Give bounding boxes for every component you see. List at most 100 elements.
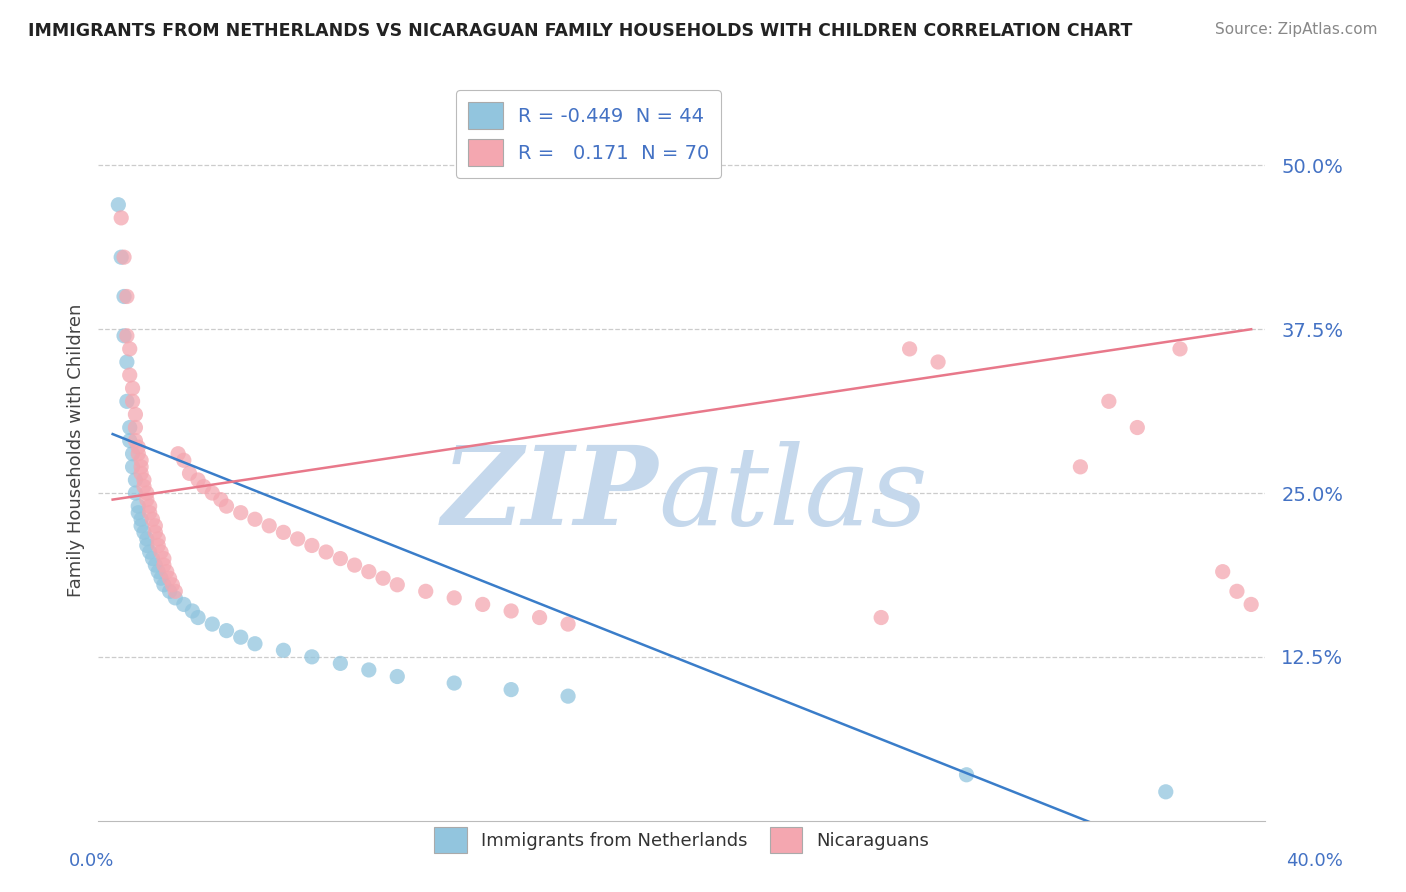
Text: ZIP: ZIP (441, 442, 658, 549)
Point (141, 512, 163, 526)
Point (165, 584, 187, 599)
Point (187, 473, 209, 487)
Point (201, 617, 224, 632)
Point (1154, 785, 1177, 799)
Point (118, 368, 141, 383)
Point (273, 525, 295, 540)
Point (121, 459, 143, 474)
Point (187, 610, 209, 624)
Point (181, 604, 204, 618)
Point (243, 512, 266, 526)
Point (229, 506, 252, 520)
Point (115, 289, 138, 303)
Point (1240, 598, 1263, 612)
Point (150, 571, 173, 585)
Point (173, 453, 195, 467)
Point (557, 617, 579, 632)
Point (112, 250, 135, 264)
Point (138, 545, 160, 559)
Point (129, 518, 152, 533)
Point (153, 578, 176, 592)
Point (148, 539, 170, 553)
Point (1168, 342, 1191, 356)
Point (150, 545, 173, 559)
Point (112, 328, 135, 343)
Text: 0.0%: 0.0% (69, 852, 114, 870)
Point (132, 479, 155, 493)
Point (501, 604, 523, 618)
Point (124, 473, 146, 487)
Point (112, 289, 135, 303)
Point (243, 637, 266, 651)
Point (135, 486, 157, 500)
Point (121, 447, 143, 461)
Point (273, 643, 295, 657)
Text: atlas: atlas (658, 442, 928, 549)
Point (132, 525, 155, 540)
Point (138, 499, 160, 513)
Point (118, 420, 141, 434)
Point (329, 551, 352, 566)
Point (215, 624, 238, 638)
Point (179, 467, 201, 481)
Point (138, 506, 160, 520)
Point (357, 565, 380, 579)
Point (118, 342, 141, 356)
Point (121, 394, 143, 409)
Point (143, 525, 166, 540)
Point (148, 565, 170, 579)
Point (301, 649, 323, 664)
Point (107, 198, 129, 212)
Point (870, 610, 893, 624)
Point (110, 211, 132, 225)
Point (129, 453, 152, 467)
Point (135, 492, 157, 507)
Point (301, 539, 323, 553)
Point (209, 492, 232, 507)
Point (129, 459, 152, 474)
Point (955, 768, 977, 782)
Point (156, 565, 179, 579)
Point (132, 473, 155, 487)
Point (165, 591, 187, 605)
Point (115, 394, 138, 409)
Point (387, 578, 409, 592)
Point (927, 355, 949, 369)
Point (124, 486, 146, 500)
Point (127, 499, 149, 513)
Point (529, 610, 551, 624)
Point (167, 447, 190, 461)
Point (315, 545, 337, 559)
Text: Source: ZipAtlas.com: Source: ZipAtlas.com (1215, 22, 1378, 37)
Point (229, 630, 252, 644)
Point (121, 381, 143, 395)
Point (193, 479, 215, 493)
Point (118, 434, 141, 448)
Y-axis label: Family Households with Children: Family Households with Children (66, 304, 84, 597)
Point (143, 558, 166, 573)
Point (471, 598, 494, 612)
Point (135, 539, 157, 553)
Point (159, 571, 181, 585)
Point (141, 551, 163, 566)
Point (415, 584, 437, 599)
Point (343, 558, 366, 573)
Point (127, 506, 149, 520)
Point (124, 408, 146, 422)
Point (135, 532, 157, 546)
Point (898, 342, 921, 356)
Point (201, 486, 224, 500)
Point (357, 663, 380, 677)
Point (153, 551, 176, 566)
Point (129, 512, 152, 526)
Point (124, 420, 146, 434)
Point (115, 328, 138, 343)
Point (159, 584, 181, 599)
Point (148, 532, 170, 546)
Point (287, 532, 309, 546)
Point (129, 467, 152, 481)
Point (173, 598, 195, 612)
Point (124, 434, 146, 448)
Point (162, 578, 184, 592)
Point (127, 447, 149, 461)
